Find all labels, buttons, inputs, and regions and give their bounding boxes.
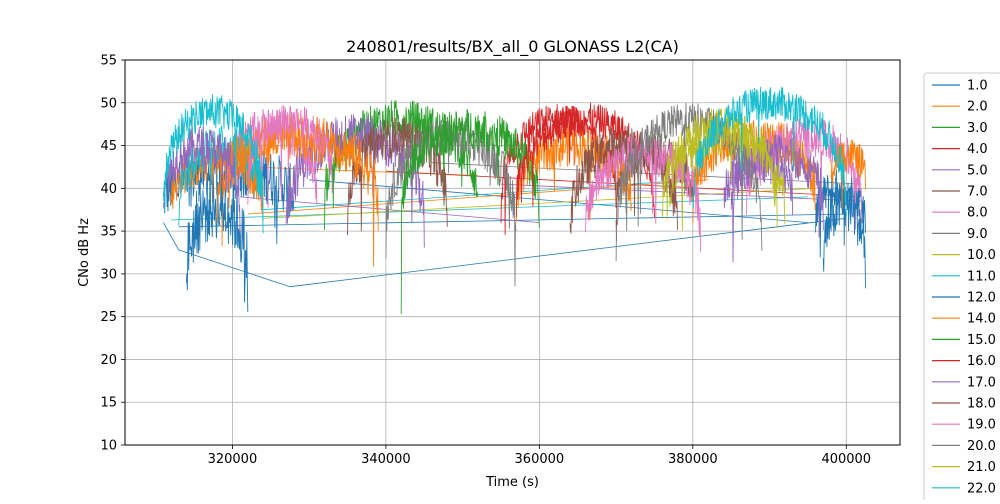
x-tick-label: 360000: [515, 452, 565, 467]
series-layer: [162, 86, 866, 314]
legend-label: 3.0: [967, 121, 988, 136]
legend-label: 1.0: [967, 79, 988, 94]
legend-label: 12.0: [967, 291, 996, 306]
x-tick-label: 400000: [821, 452, 871, 467]
series-line: [730, 134, 824, 263]
legend-label: 10.0: [967, 248, 996, 263]
legend-label: 18.0: [967, 397, 996, 412]
y-tick-label: 35: [100, 225, 117, 240]
legend-label: 19.0: [967, 418, 996, 433]
series-line: [661, 108, 778, 231]
legend-label: 22.0: [967, 481, 996, 496]
series-connector-line: [163, 217, 847, 288]
legend-label: 15.0: [967, 333, 996, 348]
y-tick-label: 25: [100, 310, 117, 325]
axis-ticks: 320000 340000 360000 380000 400000 10 15 20 25 30…: [100, 54, 871, 468]
series-line: [162, 94, 264, 222]
x-tick-label: 340000: [361, 452, 411, 467]
y-tick-label: 15: [100, 396, 117, 411]
series-line: [615, 102, 763, 262]
plot-frame: [124, 59, 901, 446]
y-tick-label: 30: [100, 267, 117, 282]
legend-label: 8.0: [967, 206, 988, 221]
y-tick-label: 40: [100, 182, 117, 197]
legend-box: [923, 72, 1000, 504]
series-connector-line: [263, 187, 816, 219]
x-tick-label: 380000: [668, 452, 718, 467]
legend-label: 7.0: [967, 185, 988, 200]
legend-label: 4.0: [967, 142, 988, 157]
legend-label: 17.0: [967, 375, 996, 390]
series-line: [692, 86, 847, 217]
legend-label: 14.0: [967, 312, 996, 327]
series-line: [822, 182, 866, 289]
chart-title: 240801/results/BX_all_0 GLONASS L2(CA): [346, 37, 679, 57]
legend-label: 11.0: [967, 269, 996, 284]
y-tick-label: 45: [100, 139, 117, 154]
y-tick-label: 10: [100, 439, 117, 454]
series-line: [400, 108, 540, 314]
series-line: [216, 112, 379, 267]
y-axis-title: CNo dB Hz: [77, 218, 92, 287]
x-tick-label: 320000: [208, 452, 258, 467]
legend-label: 20.0: [967, 439, 996, 454]
series-line: [347, 117, 448, 236]
y-tick-label: 50: [100, 96, 117, 111]
legend-label: 21.0: [967, 460, 996, 475]
legend-label: 9.0: [967, 227, 988, 242]
legend-label: 5.0: [967, 163, 988, 178]
y-tick-label: 55: [100, 54, 117, 69]
legend-label: 2.0: [967, 100, 988, 115]
y-tick-label: 20: [100, 353, 117, 368]
series-line: [162, 126, 241, 234]
legend-label: 16.0: [967, 354, 996, 369]
x-axis-title: Time (s): [485, 475, 539, 490]
series-line: [185, 173, 249, 312]
legend: 1.0 2.0 3.0 4.0 5.0 7.0 8.0 9.0 10.0 11.0 12.0 14.0…: [923, 72, 1000, 504]
series-connector-line: [500, 183, 862, 202]
